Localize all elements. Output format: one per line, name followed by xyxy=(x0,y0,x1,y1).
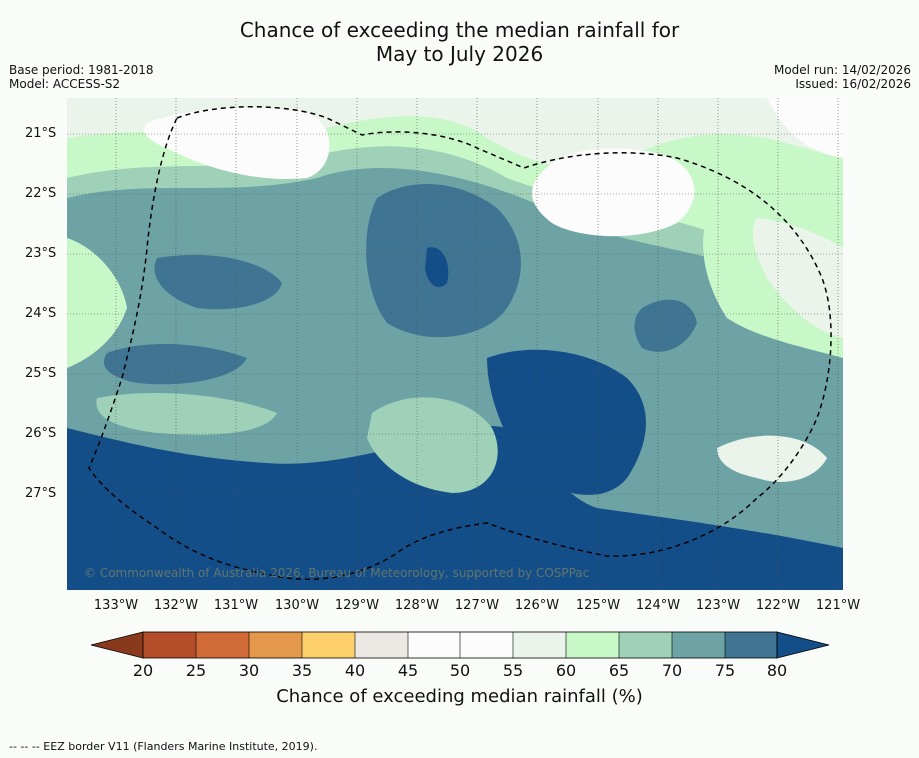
colorbar-bin-70-75 xyxy=(672,632,725,658)
band-65-70-center xyxy=(367,397,498,493)
band-75-80-east xyxy=(634,299,697,352)
lat-label-22s: 22°S xyxy=(25,186,57,201)
cbar-tick-80: 80 xyxy=(766,661,788,680)
footer-eez-note: -- -- -- EEZ border V11 (Flanders Marine… xyxy=(9,740,318,753)
lon-label-124w: 124°W xyxy=(635,598,681,613)
band-45-55-center xyxy=(532,148,695,237)
cbar-tick-55: 55 xyxy=(502,661,524,680)
colorbar-bin-35-40 xyxy=(302,632,355,658)
model-run: Model run: 14/02/2026 xyxy=(773,63,911,77)
band-55-60-east xyxy=(752,218,843,338)
cbar-tick-45: 45 xyxy=(397,661,419,680)
band-above80-central xyxy=(487,349,646,495)
colorbar-bin-60-65 xyxy=(566,632,619,658)
title-line-1: Chance of exceeding the median rainfall … xyxy=(239,18,680,42)
colorbar-bin-55-60 xyxy=(513,632,566,658)
lon-label-127w: 127°W xyxy=(454,598,500,613)
colorbar-bin-75-80 xyxy=(725,632,777,658)
cbar-tick-50: 50 xyxy=(449,661,471,680)
colorbar-arrow-low xyxy=(90,631,144,659)
lon-label-128w: 128°W xyxy=(394,598,440,613)
chart-title: Chance of exceeding the median rainfall … xyxy=(0,18,919,66)
lon-label-125w: 125°W xyxy=(575,598,621,613)
band-55-60-se xyxy=(717,435,827,482)
colorbar-arrow-high xyxy=(776,631,830,659)
cbar-tick-70: 70 xyxy=(661,661,683,680)
colorbar-bin-30-35 xyxy=(249,632,302,658)
cbar-tick-60: 60 xyxy=(555,661,577,680)
band-45-55-north xyxy=(143,107,330,179)
lat-label-27s: 27°S xyxy=(25,486,57,501)
model-name: Model: ACCESS-S2 xyxy=(9,77,121,91)
band-above80-sw xyxy=(360,503,442,539)
lat-label-25s: 25°S xyxy=(25,366,57,381)
lat-gridlines xyxy=(67,133,843,495)
lon-label-132w: 132°W xyxy=(153,598,199,613)
lat-label-24s: 24°S xyxy=(25,306,57,321)
meta-left: Base period: 1981-2018 Model: ACCESS-S2 xyxy=(9,63,154,91)
band-65-70-west xyxy=(96,393,277,435)
band-75-80-west xyxy=(154,254,282,310)
colorbar-bin-20-25 xyxy=(143,632,196,658)
colorbar-label: Chance of exceeding median rainfall (%) xyxy=(276,686,643,707)
eez-border xyxy=(88,106,832,581)
meta-right: Model run: 14/02/2026 Issued: 16/02/2026 xyxy=(774,63,911,91)
lon-label-131w: 131°W xyxy=(213,598,259,613)
band-above80-south xyxy=(67,426,843,590)
colorbar-bin-45-50 xyxy=(408,632,460,658)
lon-label-123w: 123°W xyxy=(695,598,741,613)
band-45-55-ne xyxy=(767,98,843,158)
cbar-tick-20: 20 xyxy=(132,661,154,680)
colorbar-dividers xyxy=(195,632,726,658)
lat-label-23s: 23°S xyxy=(25,246,57,261)
band-above80-spot xyxy=(425,247,449,288)
cbar-tick-65: 65 xyxy=(608,661,630,680)
cbar-tick-40: 40 xyxy=(344,661,366,680)
lon-label-129w: 129°W xyxy=(334,598,380,613)
lon-label-130w: 130°W xyxy=(274,598,320,613)
title-line-2: May to July 2026 xyxy=(375,42,544,66)
cbar-tick-75: 75 xyxy=(714,661,736,680)
lon-gridlines xyxy=(115,98,839,590)
cbar-tick-25: 25 xyxy=(185,661,207,680)
lon-label-121w: 121°W xyxy=(815,598,861,613)
lat-label-21s: 21°S xyxy=(25,126,57,141)
cbar-tick-35: 35 xyxy=(291,661,313,680)
cbar-tick-30: 30 xyxy=(238,661,260,680)
colorbar-bin-65-70 xyxy=(619,632,672,658)
band-60-65-west xyxy=(67,238,127,368)
colorbar-frame xyxy=(142,631,778,659)
colorbar-bin-50-55 xyxy=(460,632,513,658)
lat-label-26s: 26°S xyxy=(25,426,57,441)
rainfall-map xyxy=(67,98,843,590)
colorbar-bin-40-45 xyxy=(355,632,408,658)
base-period: Base period: 1981-2018 xyxy=(9,63,154,77)
copyright-notice: © Commonwealth of Australia 2026, Bureau… xyxy=(84,566,590,580)
lon-label-126w: 126°W xyxy=(514,598,560,613)
lon-label-122w: 122°W xyxy=(755,598,801,613)
colorbar-bin-25-30 xyxy=(196,632,249,658)
lon-label-133w: 133°W xyxy=(93,598,139,613)
colorbar xyxy=(90,631,830,659)
issued-date: Issued: 16/02/2026 xyxy=(795,77,911,91)
